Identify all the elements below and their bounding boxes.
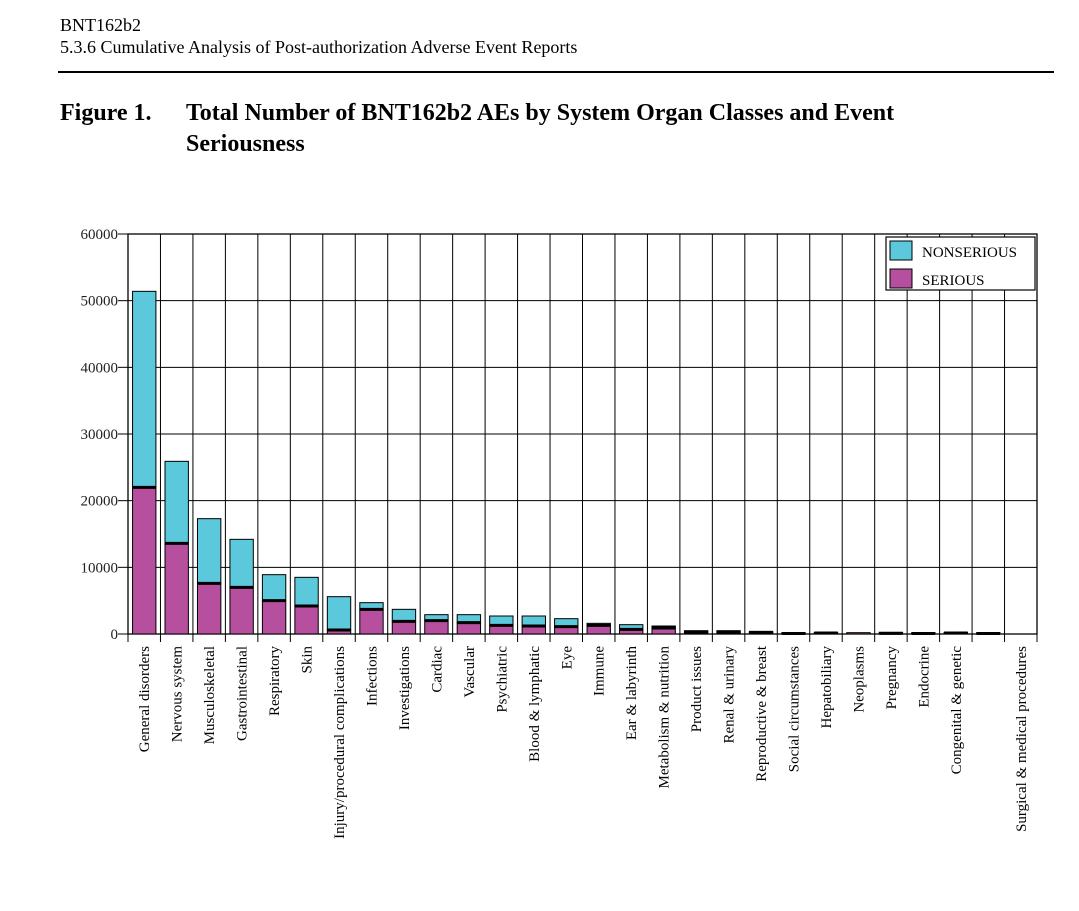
y-tick-label: 50000 [81,294,119,310]
x-category-label: Eye [559,646,575,670]
x-category-label: Gastrointestinal [235,646,251,741]
y-tick-label: 30000 [81,427,119,443]
x-category-label: Immune [592,646,608,696]
bar-serious [229,586,254,635]
bar-serious [261,600,287,635]
y-tick-label: 20000 [81,494,119,510]
bar-serious [359,608,384,635]
x-category-label: Social circumstances [787,646,803,772]
legend-swatch-nonserious [889,240,913,261]
x-category-label: Investigations [397,646,413,730]
x-category-label: Respiratory [267,646,283,716]
bar-serious [294,605,319,635]
bar-serious [196,582,222,635]
header-product-name: BNT162b2 [60,15,141,35]
bar-nonserious [196,518,222,584]
bar-nonserious [294,576,319,607]
x-category-label: Skin [300,646,316,674]
legend-label-serious: SERIOUS [922,273,985,289]
x-category-label: Renal & urinary [722,646,738,744]
x-category-label: Infections [364,646,380,706]
x-category-label: Vascular [462,646,478,698]
x-category-label: Product issues [689,646,705,732]
y-tick-label: 60000 [81,227,119,243]
bar-serious [846,632,871,635]
x-category-label: General disorders [137,646,153,752]
x-category-label: Injury/procedural complications [332,646,348,839]
x-category-label: Surgical & medical procedures [1014,646,1030,832]
header-rule [58,71,1054,73]
header-section-title: 5.3.6 Cumulative Analysis of Post-author… [60,37,578,57]
bar-nonserious [391,608,417,622]
y-tick-label: 10000 [81,560,119,576]
x-category-label: Reproductive & breast [754,645,770,782]
x-category-label: Blood & lymphatic [527,646,543,762]
bar-serious [391,620,417,635]
x-category-label: Congenital & genetic [949,646,965,775]
bar-serious [456,622,482,635]
y-tick-label: 40000 [81,360,119,376]
legend-swatch-serious [889,268,913,289]
bar-nonserious [326,596,352,631]
x-category-label: Neoplasms [851,646,867,713]
y-tick-label: 0 [111,627,119,643]
document-header: BNT162b2 5.3.6 Cumulative Analysis of Po… [60,14,577,58]
bar-serious [424,620,449,635]
bar-serious [164,542,189,635]
x-category-label: Cardiac [429,646,445,693]
legend-label-nonserious: NONSERIOUS [922,245,1017,261]
legend: NONSERIOUS SERIOUS [885,236,1036,291]
x-category-label: Psychiatric [494,646,510,713]
bar-nonserious [132,290,157,488]
x-category-label: Metabolism & nutrition [657,646,673,789]
bar-nonserious [164,460,189,544]
bar-nonserious [229,538,254,588]
bar-nonserious [261,574,287,602]
x-category-label: Nervous system [170,646,186,743]
x-category-label: Hepatobiliary [819,646,835,729]
x-category-label: Pregnancy [884,646,900,710]
x-category-label: Ear & labyrinth [624,646,640,741]
figure-number: Figure 1. [60,100,152,126]
x-category-label: Endocrine [916,646,932,708]
bar-serious [132,486,157,635]
figure-title: Total Number of BNT162b2 AEs by System O… [186,100,895,157]
x-category-label: Musculoskeletal [202,646,218,744]
